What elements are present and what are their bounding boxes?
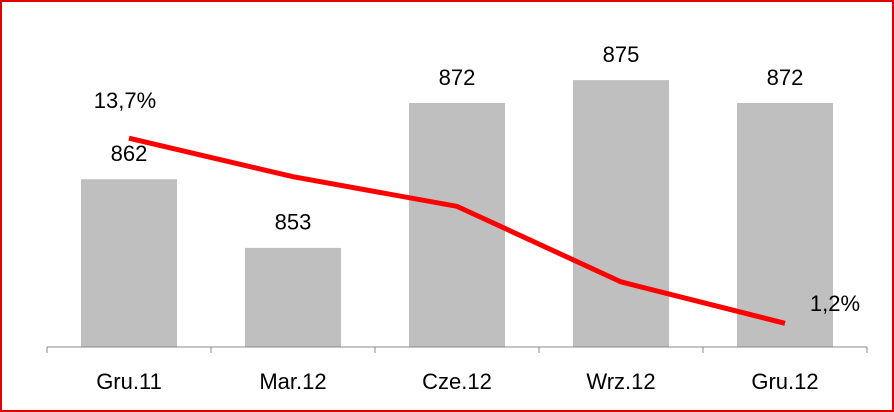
x-tick-label: Mar.12 [259, 369, 326, 394]
x-tick-label: Gru.12 [751, 369, 818, 394]
bar-value-label: 853 [275, 210, 312, 235]
x-tick-label: Wrz.12 [586, 369, 655, 394]
line [128, 135, 786, 326]
bar-value-label: 872 [439, 65, 476, 90]
line-value-label: 13,7% [94, 88, 156, 113]
line-value-label: 1,2% [810, 291, 860, 316]
bar [737, 103, 833, 347]
bar-value-label: 862 [111, 141, 148, 166]
bar [573, 80, 669, 347]
x-tick-label: Cze.12 [422, 369, 492, 394]
x-tick-label: Gru.11 [96, 369, 162, 394]
bar [81, 179, 177, 347]
bar [409, 103, 505, 347]
bar-value-label: 875 [603, 42, 640, 67]
bar-value-label: 872 [767, 65, 804, 90]
bar [245, 247, 341, 347]
